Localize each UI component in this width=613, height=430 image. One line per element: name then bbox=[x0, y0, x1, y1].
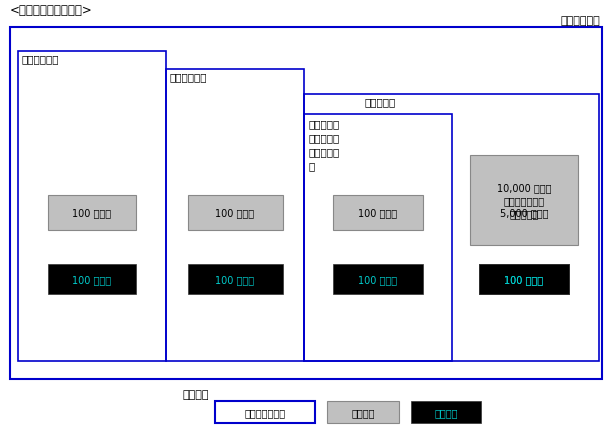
Text: 100 ㎡以上: 100 ㎡以上 bbox=[215, 208, 254, 218]
Text: 届出対象: 届出対象 bbox=[351, 407, 375, 417]
Bar bbox=[48, 196, 136, 230]
Text: 市街化区域: 市街化区域 bbox=[364, 97, 395, 107]
Bar bbox=[479, 196, 569, 230]
Text: 都市計画区域: 都市計画区域 bbox=[560, 16, 600, 26]
Text: 100 ㎡以上: 100 ㎡以上 bbox=[215, 274, 254, 284]
Bar bbox=[10, 28, 602, 379]
Text: 10,000 ㎡以上
（市街化調整区
域を除く）: 10,000 ㎡以上 （市街化調整区 域を除く） bbox=[497, 182, 551, 219]
Bar bbox=[479, 264, 569, 294]
Text: （凡例）: （凡例） bbox=[182, 389, 208, 399]
Bar bbox=[304, 115, 452, 361]
Text: 100 ㎡以上: 100 ㎡以上 bbox=[359, 208, 398, 218]
Text: 100 ㎡以上: 100 ㎡以上 bbox=[504, 274, 544, 284]
Text: 都市計画施設: 都市計画施設 bbox=[21, 54, 58, 64]
Bar bbox=[304, 95, 599, 361]
Text: 特定土地区
画整理事業
の施行区域
等: 特定土地区 画整理事業 の施行区域 等 bbox=[308, 119, 339, 171]
Bar bbox=[188, 196, 283, 230]
Text: 100 ㎡以上: 100 ㎡以上 bbox=[72, 208, 112, 218]
Bar bbox=[188, 264, 283, 294]
Bar bbox=[470, 156, 578, 246]
Text: 100 ㎡以上: 100 ㎡以上 bbox=[359, 274, 398, 284]
Text: 5,000 ㎡以上: 5,000 ㎡以上 bbox=[500, 208, 548, 218]
Bar bbox=[215, 401, 315, 423]
Text: 100 ㎡以上: 100 ㎡以上 bbox=[72, 274, 112, 284]
Text: <届出・申出対象地域>: <届出・申出対象地域> bbox=[10, 4, 93, 17]
Bar bbox=[327, 401, 399, 423]
Bar bbox=[48, 264, 136, 294]
Text: 100 ㎡以上: 100 ㎡以上 bbox=[504, 274, 544, 284]
Bar bbox=[479, 264, 569, 294]
Text: 道路等の区域: 道路等の区域 bbox=[169, 72, 207, 82]
Bar bbox=[411, 401, 481, 423]
Text: 申出対象: 申出対象 bbox=[434, 407, 458, 417]
Bar bbox=[166, 70, 304, 361]
Bar bbox=[18, 52, 166, 361]
Bar bbox=[333, 264, 423, 294]
Text: 公拡法対象地域: 公拡法対象地域 bbox=[245, 407, 286, 417]
Bar bbox=[333, 196, 423, 230]
